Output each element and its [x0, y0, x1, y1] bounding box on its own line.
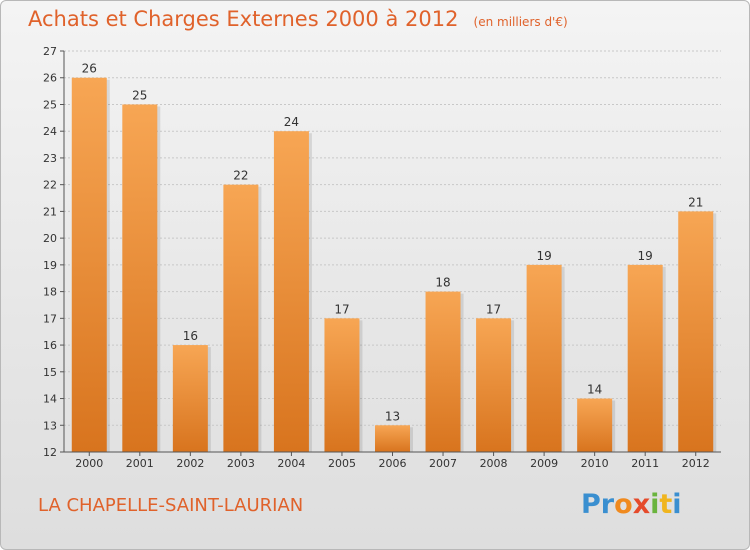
y-tick-label: 19	[43, 259, 57, 272]
bar-value-label: 19	[536, 249, 551, 263]
y-tick-label: 14	[43, 393, 57, 406]
bar	[172, 345, 208, 452]
bar-value-label: 18	[435, 276, 450, 290]
y-tick-label: 27	[43, 45, 57, 58]
commune-name: LA CHAPELLE-SAINT-LAURIAN	[38, 495, 304, 516]
x-tick-label: 2004	[277, 457, 305, 470]
x-tick-label: 2012	[682, 457, 710, 470]
logo-letter: t	[659, 489, 673, 520]
logo-letter: x	[632, 489, 651, 520]
x-tick-label: 2009	[530, 457, 558, 470]
bar-value-label: 26	[82, 62, 97, 76]
bar	[678, 211, 714, 452]
logo-letter: i	[650, 489, 660, 520]
y-tick-label: 23	[43, 152, 57, 165]
bar	[476, 318, 512, 452]
bar-value-label: 21	[688, 195, 703, 209]
bar-value-label: 16	[183, 329, 198, 343]
bar-value-label: 14	[587, 383, 602, 397]
axes: 12 13 14 15 16 17 18 19 20 21 22 23 24 25 26 27 2000 2001…	[43, 45, 721, 470]
x-tick-label: 2001	[126, 457, 154, 470]
y-tick-label: 21	[43, 205, 57, 218]
x-tick-label: 2008	[480, 457, 508, 470]
x-tick-label: 2000	[75, 457, 103, 470]
y-tick-label: 16	[43, 339, 57, 352]
chart-subtitle: (en milliers d'€)	[473, 15, 568, 29]
bar	[627, 264, 663, 452]
logo-letter: r	[600, 489, 615, 520]
bars	[71, 77, 717, 452]
logo-letter: P	[581, 489, 601, 520]
bar-value-label: 19	[638, 249, 653, 263]
y-tick-label: 20	[43, 232, 57, 245]
y-tick-label: 26	[43, 72, 57, 85]
logo-letter: i	[672, 489, 682, 520]
logo-letter: o	[614, 489, 633, 520]
bar-value-label: 13	[385, 409, 400, 423]
y-tick-label: 12	[43, 446, 57, 459]
x-tick-label: 2002	[176, 457, 204, 470]
bar	[122, 104, 158, 452]
bar-value-label: 17	[334, 302, 349, 316]
gridlines	[64, 50, 721, 453]
bar-value-label: 17	[486, 302, 501, 316]
chart-title: Achats et Charges Externes 2000 à 2012	[28, 7, 459, 31]
y-tick-label: 15	[43, 366, 57, 379]
data-labels: 26 25 16 22 24 17 13 18 17 19 14 19 21	[82, 62, 704, 424]
bar	[577, 398, 613, 452]
bar-value-label: 25	[132, 88, 147, 102]
bar-value-label: 22	[233, 169, 248, 183]
x-tick-label: 2006	[379, 457, 407, 470]
y-tick-label: 24	[43, 125, 57, 138]
y-tick-label: 17	[43, 312, 57, 325]
bar	[425, 291, 461, 452]
y-tick-label: 25	[43, 98, 57, 111]
x-tick-label: 2010	[581, 457, 609, 470]
bar-value-label: 24	[284, 115, 299, 129]
x-tick-label: 2007	[429, 457, 457, 470]
x-tick-label: 2003	[227, 457, 255, 470]
y-tick-label: 18	[43, 286, 57, 299]
bar	[324, 318, 360, 452]
x-tick-label: 2005	[328, 457, 356, 470]
bar	[223, 184, 259, 452]
bar	[526, 264, 562, 452]
x-tick-label: 2011	[631, 457, 659, 470]
bar	[273, 131, 309, 452]
y-tick-label: 13	[43, 419, 57, 432]
bar	[71, 77, 107, 452]
y-tick-label: 22	[43, 179, 57, 192]
title-block: Achats et Charges Externes 2000 à 2012 (…	[28, 7, 568, 31]
proxiti-logo: Proxiti	[581, 489, 682, 520]
bar	[375, 425, 410, 452]
